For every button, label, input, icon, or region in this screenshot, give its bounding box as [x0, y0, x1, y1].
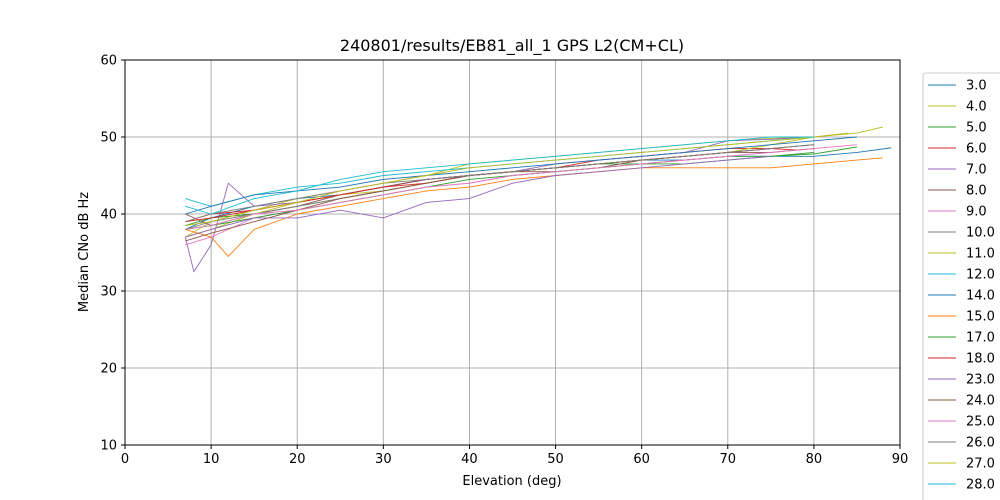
series-line-27.0 [185, 136, 814, 227]
x-tick-label: 20 [289, 452, 306, 467]
legend: 3.0 4.0 5.0 6.0 7.0 8.0 9.0 10.0 11.0 12.0 14.0 15.… [922, 72, 1000, 500]
y-tick-label: 60 [100, 54, 117, 69]
x-tick-label: 50 [547, 452, 564, 467]
series-line-14.0 [185, 136, 857, 215]
legend-label: 14.0 [966, 289, 995, 304]
x-tick-label: 30 [375, 452, 392, 467]
legend-label: 28.0 [966, 478, 995, 493]
plot-frame [124, 59, 901, 446]
chart-title: 240801/results/EB81_all_1 GPS L2(CM+CL) [340, 36, 684, 56]
series-layer [184, 126, 892, 273]
x-tick-label: 10 [203, 452, 220, 467]
legend-label: 3.0 [966, 79, 987, 94]
x-tick-label: 60 [633, 452, 650, 467]
legend-label: 17.0 [966, 331, 995, 346]
x-tick-label: 70 [720, 452, 737, 467]
legend-label: 4.0 [966, 100, 987, 115]
y-tick-label: 40 [100, 208, 117, 223]
legend-label: 11.0 [966, 247, 995, 262]
y-tick-label: 20 [100, 362, 117, 377]
series-line-28.0 [185, 136, 814, 215]
x-axis-title: Elevation (deg) [462, 474, 561, 489]
y-tick-label: 10 [100, 439, 117, 454]
series-line-26.0 [185, 144, 814, 223]
legend-label: 8.0 [966, 184, 987, 199]
legend-label: 5.0 [966, 121, 987, 136]
legend-label: 23.0 [966, 373, 995, 388]
axis-ticks: 0 10 20 30 40 50 60 70 80 90 10 20 30 40 50 60 [100, 54, 908, 468]
x-tick-label: 40 [461, 452, 478, 467]
legend-label: 9.0 [966, 205, 987, 220]
legend-label: 24.0 [966, 394, 995, 409]
series-line-25.0 [185, 148, 814, 230]
legend-label: 15.0 [966, 310, 995, 325]
y-axis-title: Median CNo dB Hz [77, 192, 92, 312]
series-line-15.0 [185, 157, 883, 257]
legend-label: 26.0 [966, 436, 995, 451]
x-tick-label: 0 [121, 452, 129, 467]
x-tick-label: 80 [806, 452, 823, 467]
legend-label: 12.0 [966, 268, 995, 283]
x-tick-label: 90 [892, 452, 909, 467]
legend-label: 18.0 [966, 352, 995, 367]
legend-label: 25.0 [966, 415, 995, 430]
legend-box [922, 72, 1000, 500]
legend-label: 27.0 [966, 457, 995, 472]
y-tick-label: 30 [100, 285, 117, 300]
legend-label: 10.0 [966, 226, 995, 241]
legend-label: 6.0 [966, 142, 987, 157]
legend-label: 7.0 [966, 163, 987, 178]
y-tick-label: 50 [100, 131, 117, 146]
